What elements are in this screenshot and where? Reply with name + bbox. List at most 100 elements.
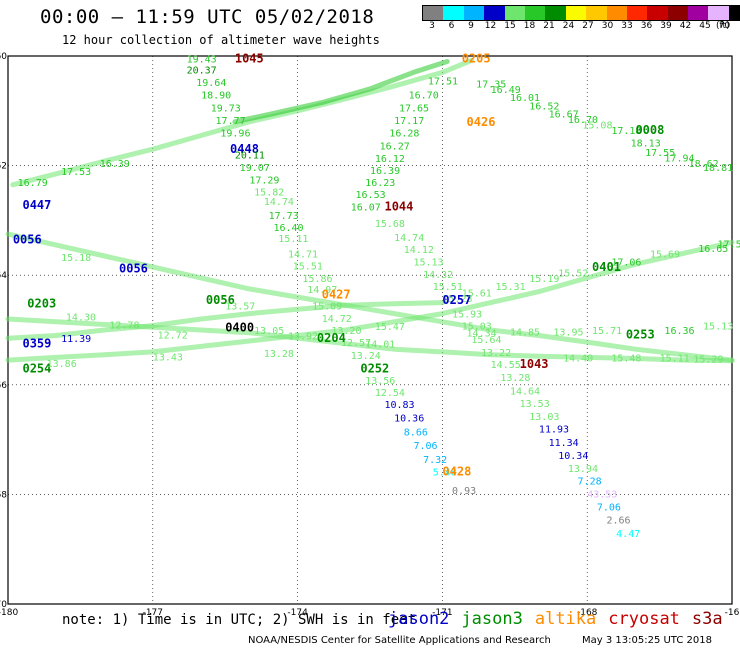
wave-height-label: 13.57 (225, 301, 255, 312)
wave-height-label: 14.12 (404, 245, 434, 256)
x-tick-label: -171 (432, 608, 452, 618)
wave-height-label: 13.86 (47, 359, 77, 370)
time-label: 0428 (442, 464, 471, 478)
wave-height-label: 8.66 (404, 427, 428, 438)
chart-title: 00:00 – 11:59 UTC 05/02/2018 (40, 6, 375, 28)
wave-height-label: 18.62 (689, 159, 719, 170)
wave-height-label: 15.09 (312, 301, 342, 312)
wave-height-label: 43.53 (587, 489, 617, 500)
legend-value: 45 (699, 21, 711, 31)
wave-height-label: 17.94 (664, 153, 694, 164)
time-label: 0427 (322, 287, 351, 301)
wave-height-label: 16.65 (698, 244, 728, 255)
wave-height-label: 15.08 (582, 121, 612, 132)
legend-swatch (626, 6, 648, 20)
wave-height-label: 18.90 (201, 90, 231, 101)
legend-value: 21 (543, 21, 555, 31)
wave-height-label: 17.50 (718, 239, 740, 250)
wave-height-label: 10.83 (384, 400, 414, 411)
wave-height-label: 17.65 (399, 104, 429, 115)
wave-height-label: 14.64 (510, 386, 540, 397)
wave-height-label: 14.30 (66, 312, 96, 323)
x-tick-label: -180 (0, 608, 18, 618)
legend-swatch (423, 6, 444, 20)
satellite-legend: jason2 jason3 altika cryosat s3a (388, 609, 735, 629)
wave-height-label: 17.55 (645, 148, 675, 159)
wave-height-label: 4.47 (616, 529, 640, 540)
wave-height-label: 0.93 (452, 486, 476, 497)
legend-value: 15 (504, 21, 516, 31)
time-label: 0426 (467, 115, 496, 129)
wave-height-label: 14.72 (322, 314, 352, 325)
legend-swatch (524, 6, 546, 20)
wave-height-label: 15.19 (529, 274, 559, 285)
wave-height-label: 13.92 (288, 331, 318, 342)
wave-height-label: 17.18 (611, 126, 641, 137)
legend-value: 12 (484, 21, 497, 31)
wave-height-label: 13.28 (500, 373, 530, 384)
credit-line: NOAA/NESDIS Center for Satellite Applica… (248, 635, 551, 646)
wave-height-label: 15.69 (650, 249, 680, 260)
legend-value: 24 (562, 21, 575, 31)
wave-height-label: 10.34 (558, 451, 588, 462)
wave-height-label: 12.72 (158, 330, 188, 341)
wave-height-label: 17.73 (269, 211, 299, 222)
wave-height-label: 16.39 (370, 166, 400, 177)
wave-height-label: 13.94 (568, 464, 598, 475)
time-label: 0359 (22, 337, 51, 351)
y-tick-label: -64 (0, 271, 7, 281)
legend-swatch (443, 6, 464, 20)
wave-height-label: 16.28 (389, 129, 419, 140)
legend-value: 42 (679, 21, 692, 31)
satellite-name: s3a (691, 609, 723, 629)
wave-height-label: 19.07 (240, 163, 270, 174)
satellite-name: jason2 (388, 609, 450, 629)
wave-height-label: 19.96 (220, 129, 250, 140)
legend-swatch (565, 6, 587, 20)
satellite-name: jason3 (461, 609, 523, 629)
wave-height-label: 5.48 (433, 467, 457, 478)
wave-height-label: 15.64 (471, 335, 501, 346)
x-tick-label: -174 (287, 608, 308, 618)
legend-swatch (728, 6, 740, 20)
legend-swatch (606, 6, 627, 20)
chart-subtitle: 12 hour collection of altimeter wave hei… (62, 33, 380, 47)
wave-height-label: 11.39 (61, 334, 91, 345)
wave-height-label: 15.23 (442, 294, 472, 305)
legend-value: 39 (660, 21, 672, 31)
wave-height-label: 2.66 (607, 516, 631, 527)
time-label: 0253 (626, 327, 655, 341)
legend-swatch (504, 6, 525, 20)
grid-lines (7, 55, 733, 605)
wave-height-label: 17.35 (476, 79, 506, 90)
wave-height-label: 13.20 (331, 326, 361, 337)
wave-height-label: 19.73 (211, 104, 241, 115)
wave-height-label: 15.93 (452, 310, 482, 321)
wave-height-label: 14.74 (264, 197, 294, 208)
wave-height-label: 20.37 (187, 66, 217, 77)
legend-value: 6 (448, 21, 455, 31)
wave-height-label: 18.81 (703, 163, 733, 174)
time-label: 1044 (384, 200, 413, 214)
footnote: note: 1) Time is in UTC; 2) SWH is in fe… (62, 612, 417, 628)
satellite-tracks (5, 57, 735, 364)
wave-height-label: 18.13 (631, 139, 661, 150)
wave-height-label: 13.95 (553, 328, 583, 339)
legend-value: 70 (718, 21, 731, 31)
wave-height-label: 13.05 (254, 326, 284, 337)
wave-height-label: 14.74 (394, 233, 424, 244)
generated-timestamp: May 3 13:05:25 UTC 2018 (582, 635, 712, 646)
legend-swatch (545, 6, 566, 20)
legend-value: 27 (582, 21, 594, 31)
wave-height-label: 16.52 (529, 101, 559, 112)
axis-ticks: -180 -177 -174 -171 -168 -16 -60 -62 -64 -66 -68 -7… (0, 52, 740, 618)
x-tick-label: -177 (143, 608, 163, 618)
y-tick-label: -66 (0, 381, 7, 391)
wave-height-label: 7.06 (597, 502, 621, 513)
color-scale-unit: (ft) (716, 21, 730, 31)
wave-height-label: 15.13 (703, 322, 733, 333)
legend-swatch (708, 6, 729, 20)
satellite-track (5, 239, 735, 363)
y-tick-label: -62 (0, 162, 7, 172)
